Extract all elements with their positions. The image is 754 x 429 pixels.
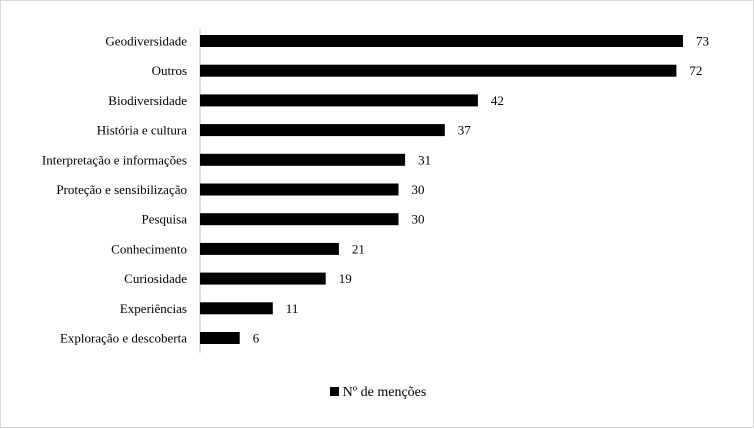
category-label: Outros <box>152 63 187 78</box>
category-label: Conhecimento <box>111 241 187 256</box>
bar <box>200 332 240 344</box>
bar <box>200 272 326 285</box>
legend: Nº de menções <box>1 385 754 401</box>
category-label: Geodiversidade <box>105 34 187 49</box>
value-label: 11 <box>286 301 299 316</box>
value-label: 6 <box>253 331 260 346</box>
value-label: 19 <box>339 271 352 286</box>
category-labels: Geodiversidade Outros Biodiversidade Histór… <box>42 34 187 346</box>
value-label: 21 <box>352 241 365 256</box>
value-label: 42 <box>491 93 504 108</box>
bar <box>200 213 399 226</box>
value-label: 72 <box>689 63 702 78</box>
category-label: Biodiversidade <box>108 93 187 108</box>
value-label: 73 <box>696 34 709 49</box>
value-label: 30 <box>412 182 425 197</box>
bar <box>200 94 478 107</box>
category-label: Curiosidade <box>124 271 187 286</box>
bar <box>200 153 406 166</box>
legend-swatch <box>329 387 339 396</box>
category-label: Exploração e descoberta <box>60 331 187 346</box>
legend-label: Nº de menções <box>342 385 427 400</box>
category-label: Proteção e sensibilização <box>56 182 187 197</box>
category-label: Experiências <box>120 301 187 316</box>
category-label: Pesquisa <box>142 212 188 227</box>
category-label: Interpretação e informações <box>42 152 187 167</box>
bar <box>200 35 683 47</box>
bar <box>200 242 339 255</box>
value-label: 31 <box>418 152 431 167</box>
category-label: História e cultura <box>97 123 187 138</box>
bars <box>200 35 683 344</box>
value-label: 37 <box>458 123 472 138</box>
value-label: 30 <box>412 212 425 227</box>
bar <box>200 124 445 137</box>
bar <box>200 64 677 77</box>
bar <box>200 183 399 196</box>
bar <box>200 302 273 315</box>
